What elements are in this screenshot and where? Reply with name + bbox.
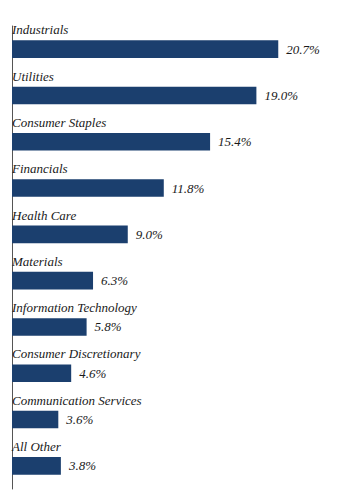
- svg-text:Utilities: Utilities: [12, 69, 54, 84]
- svg-text:Consumer Discretionary: Consumer Discretionary: [12, 346, 141, 361]
- svg-text:3.8%: 3.8%: [68, 458, 96, 473]
- svg-text:20.7%: 20.7%: [286, 42, 320, 57]
- svg-text:9.0%: 9.0%: [136, 227, 163, 242]
- svg-text:Information Technology: Information Technology: [11, 300, 137, 315]
- svg-text:15.4%: 15.4%: [218, 134, 252, 149]
- svg-text:Health Care: Health Care: [11, 208, 76, 223]
- svg-text:6.3%: 6.3%: [101, 273, 128, 288]
- svg-text:Financials: Financials: [11, 161, 68, 176]
- svg-text:All Other: All Other: [11, 439, 62, 454]
- svg-text:5.8%: 5.8%: [95, 319, 122, 334]
- svg-text:Communication Services: Communication Services: [12, 393, 142, 408]
- svg-text:19.0%: 19.0%: [264, 88, 298, 103]
- svg-text:4.6%: 4.6%: [79, 366, 106, 381]
- svg-text:Consumer Staples: Consumer Staples: [12, 115, 106, 130]
- svg-text:3.6%: 3.6%: [65, 412, 93, 427]
- svg-text:Industrials: Industrials: [11, 22, 68, 37]
- svg-text:Materials: Materials: [11, 254, 63, 269]
- svg-text:11.8%: 11.8%: [172, 181, 205, 196]
